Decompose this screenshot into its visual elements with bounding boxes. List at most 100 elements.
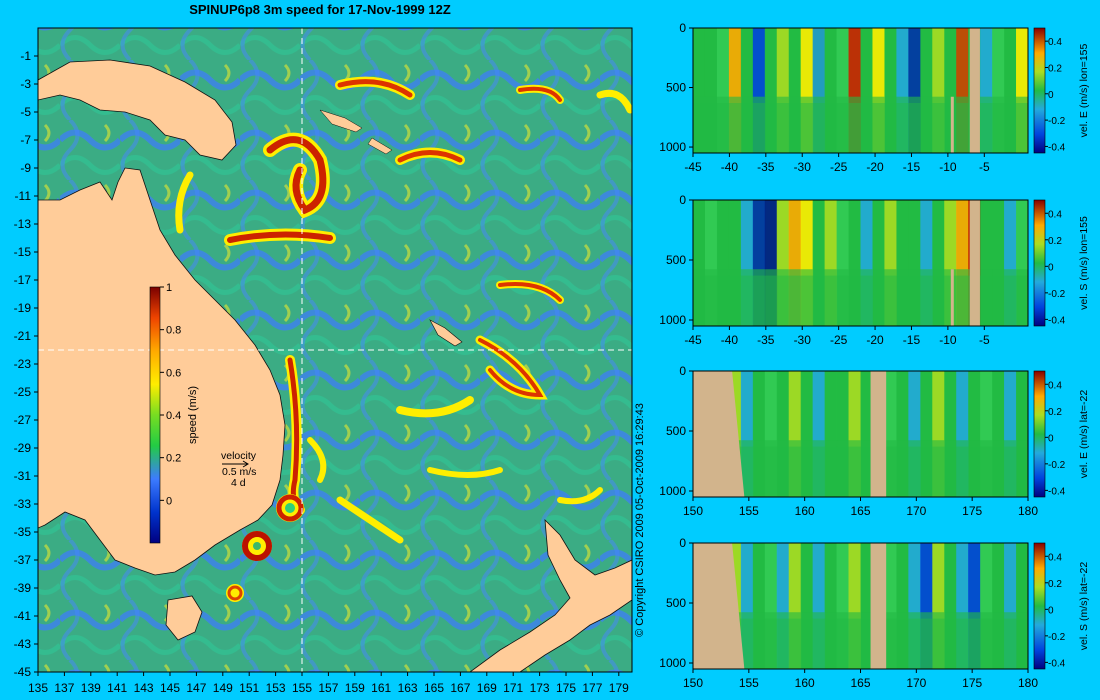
- map-lat-tick-label: -9: [20, 161, 31, 175]
- map-lon-tick-label: 177: [582, 681, 602, 695]
- section-x-tick-label: 155: [739, 676, 759, 690]
- map-lon-tick-label: 173: [530, 681, 550, 695]
- current-jets: [175, 76, 632, 544]
- map-lon-tick-label: 155: [292, 681, 312, 695]
- section-x-tick-label: -25: [830, 160, 848, 174]
- map-lon-tick-label: 151: [239, 681, 259, 695]
- map-lon-tick-label: 169: [477, 681, 497, 695]
- section-land-mask: [870, 543, 887, 669]
- section-colorbar: [1033, 542, 1046, 670]
- section-x-tick-label: -5: [979, 333, 990, 347]
- map-lon-tick-label: 145: [160, 681, 180, 695]
- eddy-rings: [226, 494, 304, 602]
- section-y-tick-label: 0: [679, 21, 686, 35]
- section-panel-1: -45 -40 -35 -30 -25 -20 -15 -10 -5 0 500 1000 0.4 0.2…: [659, 21, 1090, 174]
- map-lon-tick-label: 165: [424, 681, 444, 695]
- section-land-mask: [693, 543, 745, 669]
- section-field: [693, 28, 1028, 153]
- map-lat-tick-label: -1: [20, 49, 31, 63]
- map-lon-tick-label: 143: [134, 681, 154, 695]
- section-colorbar-label: vel. E (m/s) lon=155: [1078, 44, 1090, 138]
- map-lat-tick-label: -45: [14, 665, 32, 679]
- map-lat-tick-label: -33: [14, 497, 32, 511]
- map-frame: [37, 27, 633, 673]
- section-x-tick-label: -15: [903, 160, 921, 174]
- map-lon-tick-label: 135: [28, 681, 48, 695]
- section-panel-2: -45 -40 -35 -30 -25 -20 -15 -10 -5 0 500 1000 0.4 0.2…: [659, 193, 1090, 347]
- section-x-tick-label: 175: [962, 676, 982, 690]
- speed-colorbar-tick-label: 1: [166, 282, 172, 294]
- section-x-tick-label: -15: [903, 333, 921, 347]
- map-lat-tick-label: -15: [14, 245, 32, 259]
- section-x-tick-label: 150: [683, 504, 703, 518]
- map-lon-tick-label: 179: [609, 681, 629, 695]
- section-colorbar-tick-label: -0.4: [1048, 486, 1066, 497]
- section-x-tick-label: 165: [850, 676, 870, 690]
- speed-colorbar-tick-label: 0.2: [166, 453, 181, 465]
- section-x-tick-label: 150: [683, 676, 703, 690]
- map-lon-tick-label: 149: [213, 681, 233, 695]
- section-colorbar-tick-label: 0: [1048, 433, 1054, 444]
- section-colorbar: [1033, 27, 1046, 154]
- section-colorbar: [1033, 370, 1046, 498]
- section-land-mask: [969, 200, 980, 326]
- map-lat-tick-label: -41: [14, 609, 32, 623]
- section-x-tick-label: -35: [757, 160, 775, 174]
- new-caledonia-landmass: [429, 319, 463, 347]
- speed-colorbar-tick-label: 0.8: [166, 325, 181, 337]
- map-lat-tick-label: -11: [15, 189, 32, 203]
- map-lat-tick-label: -5: [20, 105, 31, 119]
- section-land-mask: [969, 28, 980, 153]
- section-x-tick-label: 170: [906, 676, 926, 690]
- section-colorbar-tick-label: 0.2: [1048, 236, 1062, 247]
- section-x-tick-label: -40: [721, 333, 739, 347]
- vertical-sections: -45 -40 -35 -30 -25 -20 -15 -10 -5 0 500 1000 0.4 0.2…: [659, 21, 1090, 690]
- map-lat-tick-label: -31: [14, 469, 32, 483]
- section-y-tick-label: 0: [679, 364, 686, 378]
- section-x-tick-label: -25: [830, 333, 848, 347]
- section-land-mask: [693, 371, 745, 497]
- map-lon-axis: 135 137 139 141 143 145 147 149 151 153 155 157 159 1…: [28, 672, 629, 695]
- map-lat-tick-label: -19: [14, 301, 32, 315]
- section-land-mask: [950, 269, 954, 326]
- map-lon-tick-label: 159: [345, 681, 365, 695]
- section-colorbar-tick-label: 0.4: [1048, 380, 1062, 391]
- section-x-tick-label: -35: [757, 333, 775, 347]
- map-lat-tick-label: -43: [14, 637, 32, 651]
- speed-colorbar-label: speed (m/s): [187, 386, 199, 444]
- velocity-key: velocity 0.5 m/s 4 d: [221, 450, 257, 489]
- section-colorbar-tick-label: 0.2: [1048, 407, 1062, 418]
- map-lat-tick-label: -25: [14, 385, 32, 399]
- map-lon-tick-label: 157: [318, 681, 338, 695]
- section-land-mask: [870, 371, 887, 497]
- map-title: SPINUP6p8 3m speed for 17-Nov-1999 12Z: [189, 2, 451, 17]
- arrowhead-icon: [242, 460, 249, 468]
- section-y-tick-label: 0: [679, 193, 686, 207]
- section-x-tick-label: -40: [721, 160, 739, 174]
- map-lat-tick-label: -23: [14, 357, 32, 371]
- section-y-tick-label: 1000: [659, 140, 686, 154]
- section-x-tick-label: 170: [906, 504, 926, 518]
- section-y-tick-label: 1000: [659, 484, 686, 498]
- solomon-islands-landmass: [319, 109, 393, 155]
- velocity-key-title: velocity: [221, 450, 257, 462]
- map-lon-tick-label: 163: [398, 681, 418, 695]
- section-colorbar-tick-label: -0.2: [1048, 289, 1066, 300]
- map-lon-tick-label: 139: [81, 681, 101, 695]
- speed-colorbar-tick-label: 0.4: [166, 410, 181, 422]
- section-x-tick-label: -20: [866, 160, 884, 174]
- map-lat-tick-label: -27: [14, 413, 32, 427]
- map-lon-tick-label: 141: [107, 681, 127, 695]
- section-x-tick-label: -30: [794, 160, 812, 174]
- section-field: [693, 371, 1028, 497]
- section-colorbar-tick-label: -0.4: [1048, 315, 1066, 326]
- section-frame: [692, 199, 1029, 327]
- map-lat-tick-label: -29: [14, 441, 32, 455]
- map-lon-tick-label: 137: [54, 681, 74, 695]
- speed-colorbar-tick-label: 0.6: [166, 367, 181, 379]
- section-land-mask: [950, 96, 954, 153]
- section-x-tick-label: 180: [1018, 676, 1038, 690]
- section-x-tick-label: 175: [962, 504, 982, 518]
- map-lon-tick-label: 175: [556, 681, 576, 695]
- section-x-tick-label: 165: [850, 504, 870, 518]
